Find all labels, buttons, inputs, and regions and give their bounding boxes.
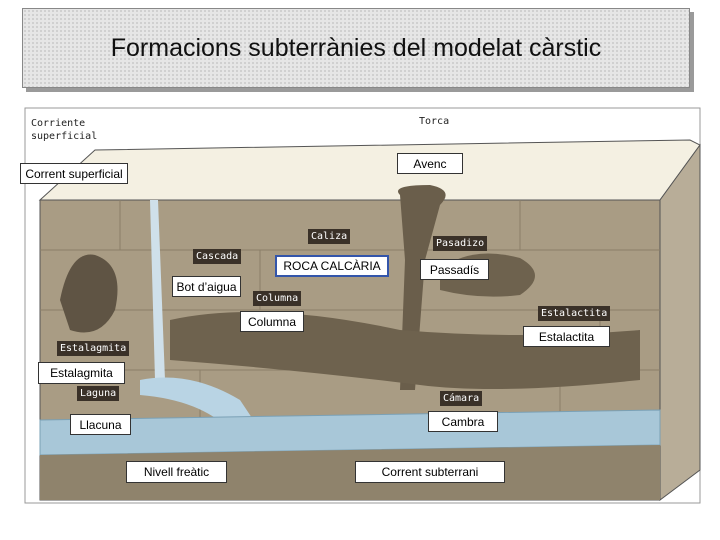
side-face [659,143,701,501]
label: Nivell freàtic [126,461,227,483]
image-label: Torca [419,116,450,127]
label: Passadís [420,259,489,280]
image-label: Corriente superficial [31,118,98,142]
image-label: Columna [253,291,302,306]
cave-left [60,254,118,333]
label: Llacuna [70,414,131,435]
image-label: Estalagmita [57,341,130,356]
surface [38,139,701,201]
image-label: Cascada [193,249,242,264]
waterfall [150,200,165,380]
label: Bot d’aigua [172,276,241,297]
label: Corrent subterrani [355,461,505,483]
image-label: Estalactita [538,306,611,321]
label: Corrent superficial [20,163,128,184]
label: Avenc [397,153,463,174]
image-label: Pasadizo [433,236,488,251]
label: Estalactita [523,326,610,347]
lower-rock [40,445,660,500]
image-label: Laguna [77,386,120,401]
label: ROCA CALCÀRIA [275,255,389,277]
label: Cambra [428,411,498,432]
image-label: Caliza [308,229,351,244]
label: Estalagmita [38,362,125,384]
image-label: Cámara [440,391,483,406]
slide-title: Formacions subterrànies del modelat càrs… [22,8,690,88]
label: Columna [240,311,304,332]
